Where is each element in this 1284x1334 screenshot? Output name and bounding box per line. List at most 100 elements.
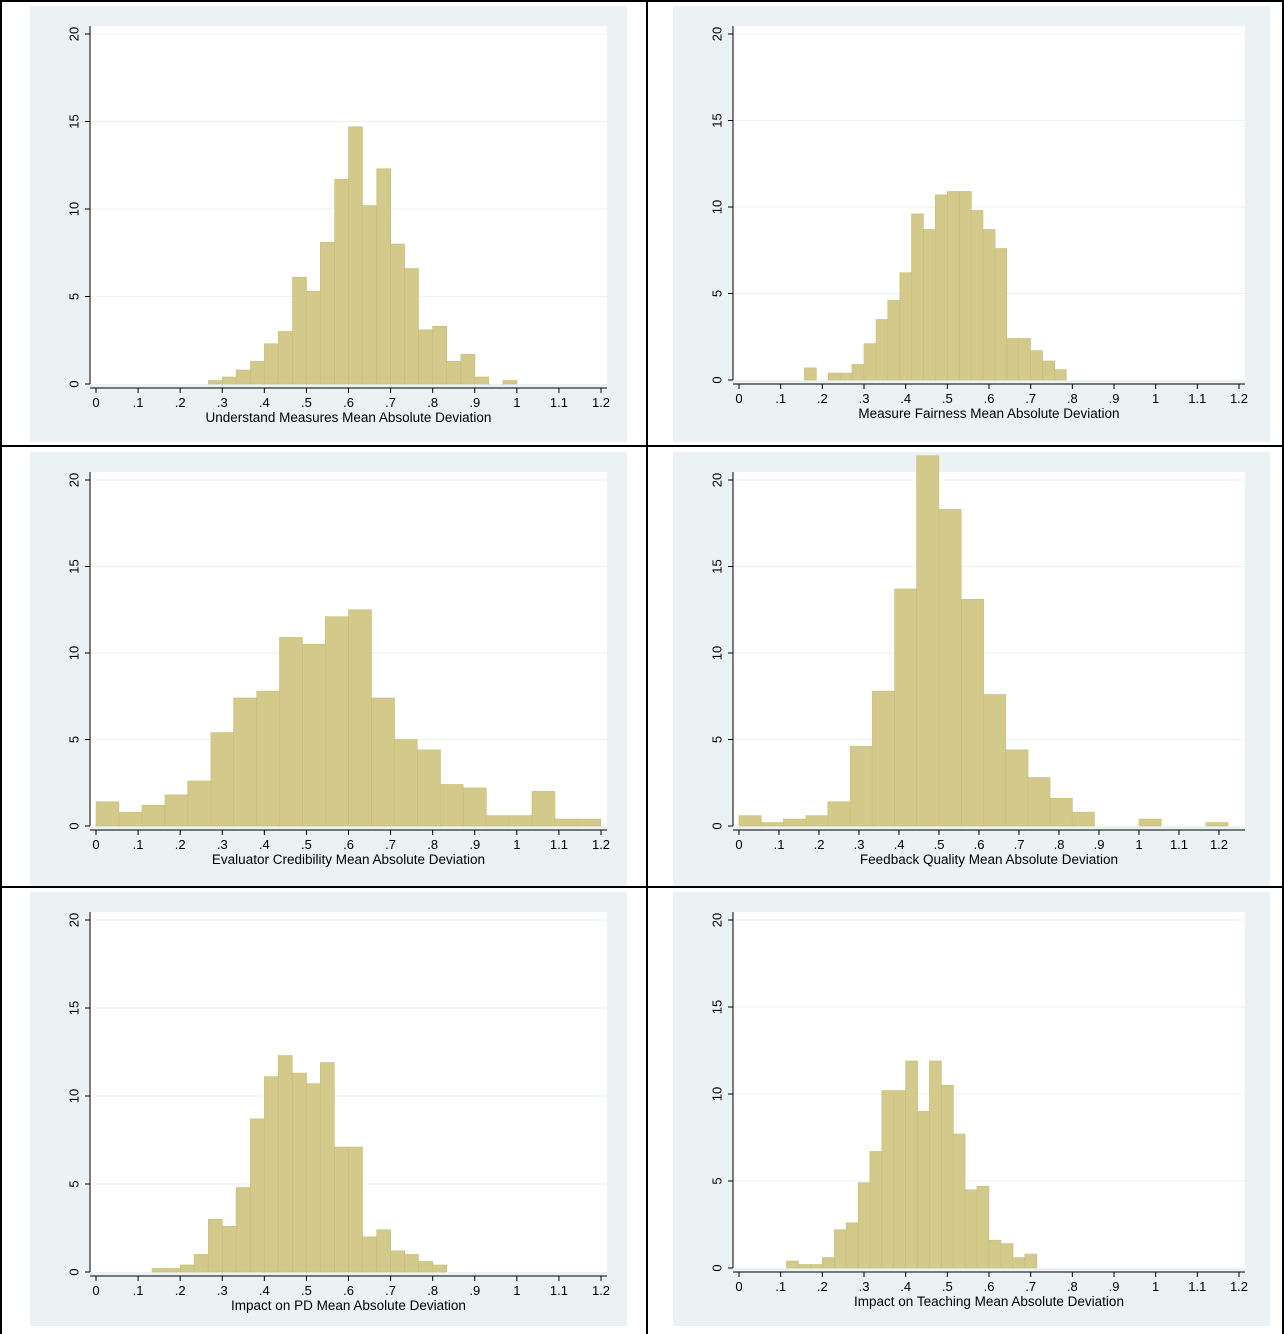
x-tick-label: 1.1 [550,837,568,852]
histogram-bar [827,801,851,827]
table-border-top [0,0,1284,2]
histogram-bar [827,372,841,381]
histogram-bar [905,1060,918,1269]
chart-measure-fairness: 0 5 10 15 20 0 .1 .2 .3 .4 .5 .6 .7 .8 .9 1 1.1 1.2 Measur… [673,6,1270,442]
x-tick-label: 1.1 [1188,391,1206,406]
x-tick-label: 1 [513,395,520,410]
histogram-bar [899,272,913,381]
histogram-bar [417,749,441,827]
histogram-bar [371,697,395,827]
table-border-right [1282,0,1284,1334]
histogram-bar [982,229,996,381]
histogram-bar [235,1187,251,1273]
histogram-bar [264,1076,279,1273]
x-axis-title: Measure Fairness Mean Absolute Deviation [858,406,1119,421]
histogram-bar [822,1257,835,1269]
histogram-bar [292,1072,307,1273]
x-tick-label: 1 [1152,391,1159,406]
table-border-mid-vertical [646,0,648,1334]
histogram-bar [208,380,223,385]
y-tick-label: 20 [66,913,81,927]
histogram-bar [208,1218,223,1273]
histogram-bar [348,126,363,385]
histogram-bar [959,191,972,381]
histogram-bar [250,360,265,385]
x-tick-label: .5 [301,395,312,410]
histogram-bar [863,343,877,381]
histogram-bar [277,331,293,385]
histogram-bar [390,1250,405,1273]
histogram-bar [348,609,372,827]
y-tick-label: 5 [66,293,81,300]
histogram-bar [947,191,960,381]
histogram-bar [256,690,280,827]
y-tick-label: 15 [709,559,724,573]
x-axis-title: Understand Measures Mean Absolute Deviat… [206,410,492,425]
histogram-bar [911,213,924,381]
y-tick-label: 10 [66,1089,81,1103]
x-tick-label: .7 [385,1283,396,1298]
histogram-bar [235,369,251,385]
histogram-bar [804,367,817,381]
x-tick-label: .2 [175,837,186,852]
histogram-bar [508,815,533,827]
histogram-bar [502,380,518,385]
y-tick-label: 0 [709,822,724,829]
x-tick-label: 0 [92,395,99,410]
x-tick-label: .1 [775,391,786,406]
x-tick-label: .5 [301,837,312,852]
y-tick-label: 10 [66,202,81,216]
histogram-bar [418,1261,434,1273]
x-axis-title: Evaluator Credibility Mean Absolute Devi… [212,852,485,867]
histogram-bar [164,794,189,827]
x-tick-label: .3 [217,1283,228,1298]
y-tick-label: 10 [709,646,724,660]
histogram-bar [460,353,476,385]
x-tick-label: .1 [775,1279,786,1294]
histogram-bar [894,588,918,827]
x-tick-label: 1 [1135,837,1142,852]
histogram-bar [938,509,962,827]
x-tick-label: .3 [217,837,228,852]
histogram-bar [893,1090,906,1269]
histogram-bar [95,801,120,827]
histogram-bar [306,1083,321,1273]
chart-understand-measures-svg: 0 5 10 15 20 0 .1 .2 .3 .4 .5 .6 .7 .8 .9 1 1.1 1.2 Unders… [30,6,627,442]
histogram-bar [929,1060,942,1269]
histogram-bar [1071,811,1095,827]
x-tick-label: .4 [259,837,270,852]
histogram-bar [1027,777,1051,827]
histogram-bar [805,815,829,827]
histogram-bar [418,329,434,385]
chart-evaluator-credibility-svg: 0 5 10 15 20 0 .1 .2 .3 .4 .5 .6 .7 .8 .9 1 1.1 1.2 Evalua… [30,452,627,886]
histogram-bar [221,1225,237,1273]
histogram-bar [916,455,940,827]
y-tick-label: 5 [66,736,81,743]
x-tick-label: .6 [343,837,354,852]
chart-impact-on-pd-svg: 0 5 10 15 20 0 .1 .2 .3 .4 .5 .6 .7 .8 .9 1 1.1 1.2 Impact… [30,892,627,1326]
x-tick-label: 1.2 [1230,391,1248,406]
x-tick-label: 1 [513,837,520,852]
histogram-bar [1024,1253,1038,1269]
x-tick-label: .5 [942,1279,953,1294]
x-tick-label: .6 [984,1279,995,1294]
x-tick-label: .2 [175,1283,186,1298]
histogram-bar [179,1264,195,1273]
histogram-bar [446,360,461,385]
x-tick-label: .4 [894,837,905,852]
chart-impact-on-pd: 0 5 10 15 20 0 .1 .2 .3 .4 .5 .6 .7 .8 .9 1 1.1 1.2 Impact… [30,892,627,1326]
x-tick-label: 1.2 [592,395,610,410]
x-axis-title: Feedback Quality Mean Absolute Deviation [860,852,1118,867]
histogram-bar [881,1090,895,1269]
y-tick-label: 5 [66,1180,81,1187]
y-tick-label: 20 [709,27,724,41]
histogram-bar [320,241,335,385]
histogram-bar [264,343,279,385]
histogram-bar [1030,350,1043,381]
x-tick-label: .7 [385,395,396,410]
x-tick-label: .8 [1067,391,1078,406]
x-tick-label: .8 [1067,1279,1078,1294]
x-tick-label: 0 [735,837,742,852]
x-tick-label: 1 [513,1283,520,1298]
y-tick-label: 0 [66,1268,81,1275]
